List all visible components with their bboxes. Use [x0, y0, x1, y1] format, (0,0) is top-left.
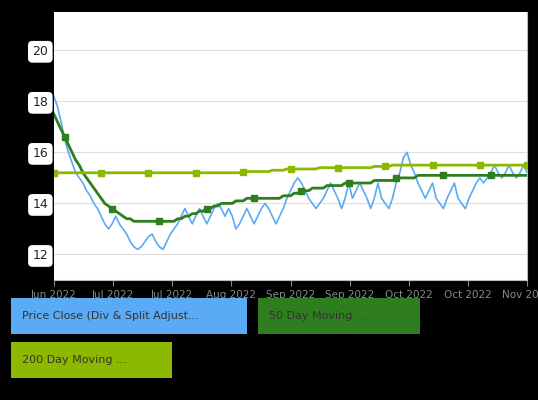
- Text: Price Close (Div & Split Adjust...: Price Close (Div & Split Adjust...: [22, 311, 199, 321]
- Text: 200 Day Moving ...: 200 Day Moving ...: [22, 355, 126, 365]
- Text: 50 Day Moving ...: 50 Day Moving ...: [269, 311, 367, 321]
